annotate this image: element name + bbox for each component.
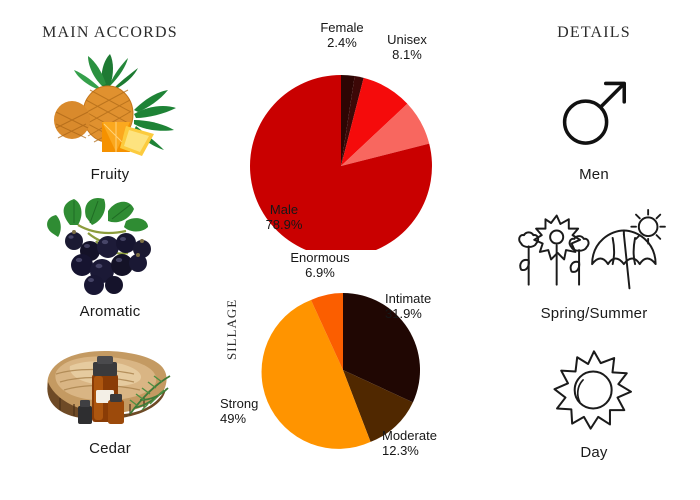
sillage-axis-label: SILLAGE [224, 298, 239, 360]
pie-label-male: Male 78.9% [246, 202, 322, 232]
accord-label-fruity: Fruity [90, 166, 130, 183]
pineapple-citrus-image [30, 52, 190, 164]
pie-slice-unisex [341, 103, 430, 166]
accord-label-cedar: Cedar [89, 440, 131, 457]
detail-item-season[interactable]: Spring/Summer [488, 199, 700, 322]
sillage-pie-svg [261, 293, 421, 449]
pie-label-moderate-value: 12.3% [382, 443, 419, 458]
pie-slice-female [341, 74, 355, 166]
cedar-wood-oil-image [30, 326, 190, 438]
flowers-parasol-sun-icon [488, 199, 700, 303]
pie-label-male-name: Male [269, 202, 299, 217]
pie-label-male-value: 78.9% [265, 217, 303, 232]
pie-label-intimate-name: Intimate [385, 291, 432, 306]
accord-item-fruity[interactable]: Fruity [0, 52, 220, 183]
pie-label-female-value: 2.4% [327, 35, 357, 50]
pie-slice-moderate [343, 370, 413, 442]
pie-slice-enormous [310, 293, 343, 370]
pie-label-moderate-name: Moderate [382, 428, 437, 443]
pie-label-unisex-value: 8.1% [392, 47, 422, 62]
pie-slice-bright-red [341, 77, 408, 166]
main-accords-header: MAIN ACCORDS [42, 24, 178, 41]
pie-slice-female-shade [341, 76, 364, 166]
pie-label-female: Female 2.4% [302, 20, 382, 50]
sillage-pie-chart[interactable]: SILLAGE Enormous 6.9% Intimate 31.9% Mod… [220, 250, 488, 490]
blackcurrant-image [30, 189, 190, 301]
pie-label-strong-name: Strong [220, 396, 259, 411]
charts-column: Female 2.4% Unisex 8.1% Male 78.9% [220, 0, 488, 500]
pie-label-moderate: Moderate 12.3% [382, 428, 480, 458]
mars-male-symbol-icon [488, 60, 700, 164]
pie-label-female-name: Female [320, 20, 364, 35]
pie-label-enormous-name: Enormous [290, 250, 350, 265]
main-accords-column: MAIN ACCORDS [0, 24, 220, 463]
gender-pie-svg [249, 74, 432, 257]
pie-label-enormous-value: 6.9% [305, 265, 335, 280]
details-header: DETAILS [557, 24, 631, 41]
details-column: DETAILS Men [488, 24, 700, 477]
pie-label-unisex-name: Unisex [387, 32, 427, 47]
pie-label-unisex: Unisex 8.1% [372, 32, 442, 62]
pie-label-enormous: Enormous 6.9% [272, 250, 368, 280]
pie-slice-intimate [343, 293, 421, 403]
detail-item-day[interactable]: Day [488, 338, 700, 461]
detail-label-men: Men [579, 166, 609, 183]
detail-label-day: Day [580, 444, 608, 461]
accord-label-aromatic: Aromatic [79, 303, 141, 320]
pie-label-intimate: Intimate 31.9% [385, 291, 481, 321]
accord-item-cedar[interactable]: Cedar [0, 326, 220, 457]
accord-item-aromatic[interactable]: Aromatic [0, 189, 220, 320]
pie-slice-strong [261, 299, 371, 449]
pie-label-strong-value: 49% [220, 411, 247, 426]
pie-slice-male [249, 75, 432, 257]
detail-item-men[interactable]: Men [488, 60, 700, 183]
pie-label-intimate-value: 31.9% [385, 306, 422, 321]
sun-icon [488, 338, 700, 442]
detail-label-season: Spring/Summer [540, 305, 648, 322]
pie-label-strong: Strong 49% [220, 396, 290, 426]
gender-pie-chart[interactable]: Female 2.4% Unisex 8.1% Male 78.9% [220, 20, 488, 257]
